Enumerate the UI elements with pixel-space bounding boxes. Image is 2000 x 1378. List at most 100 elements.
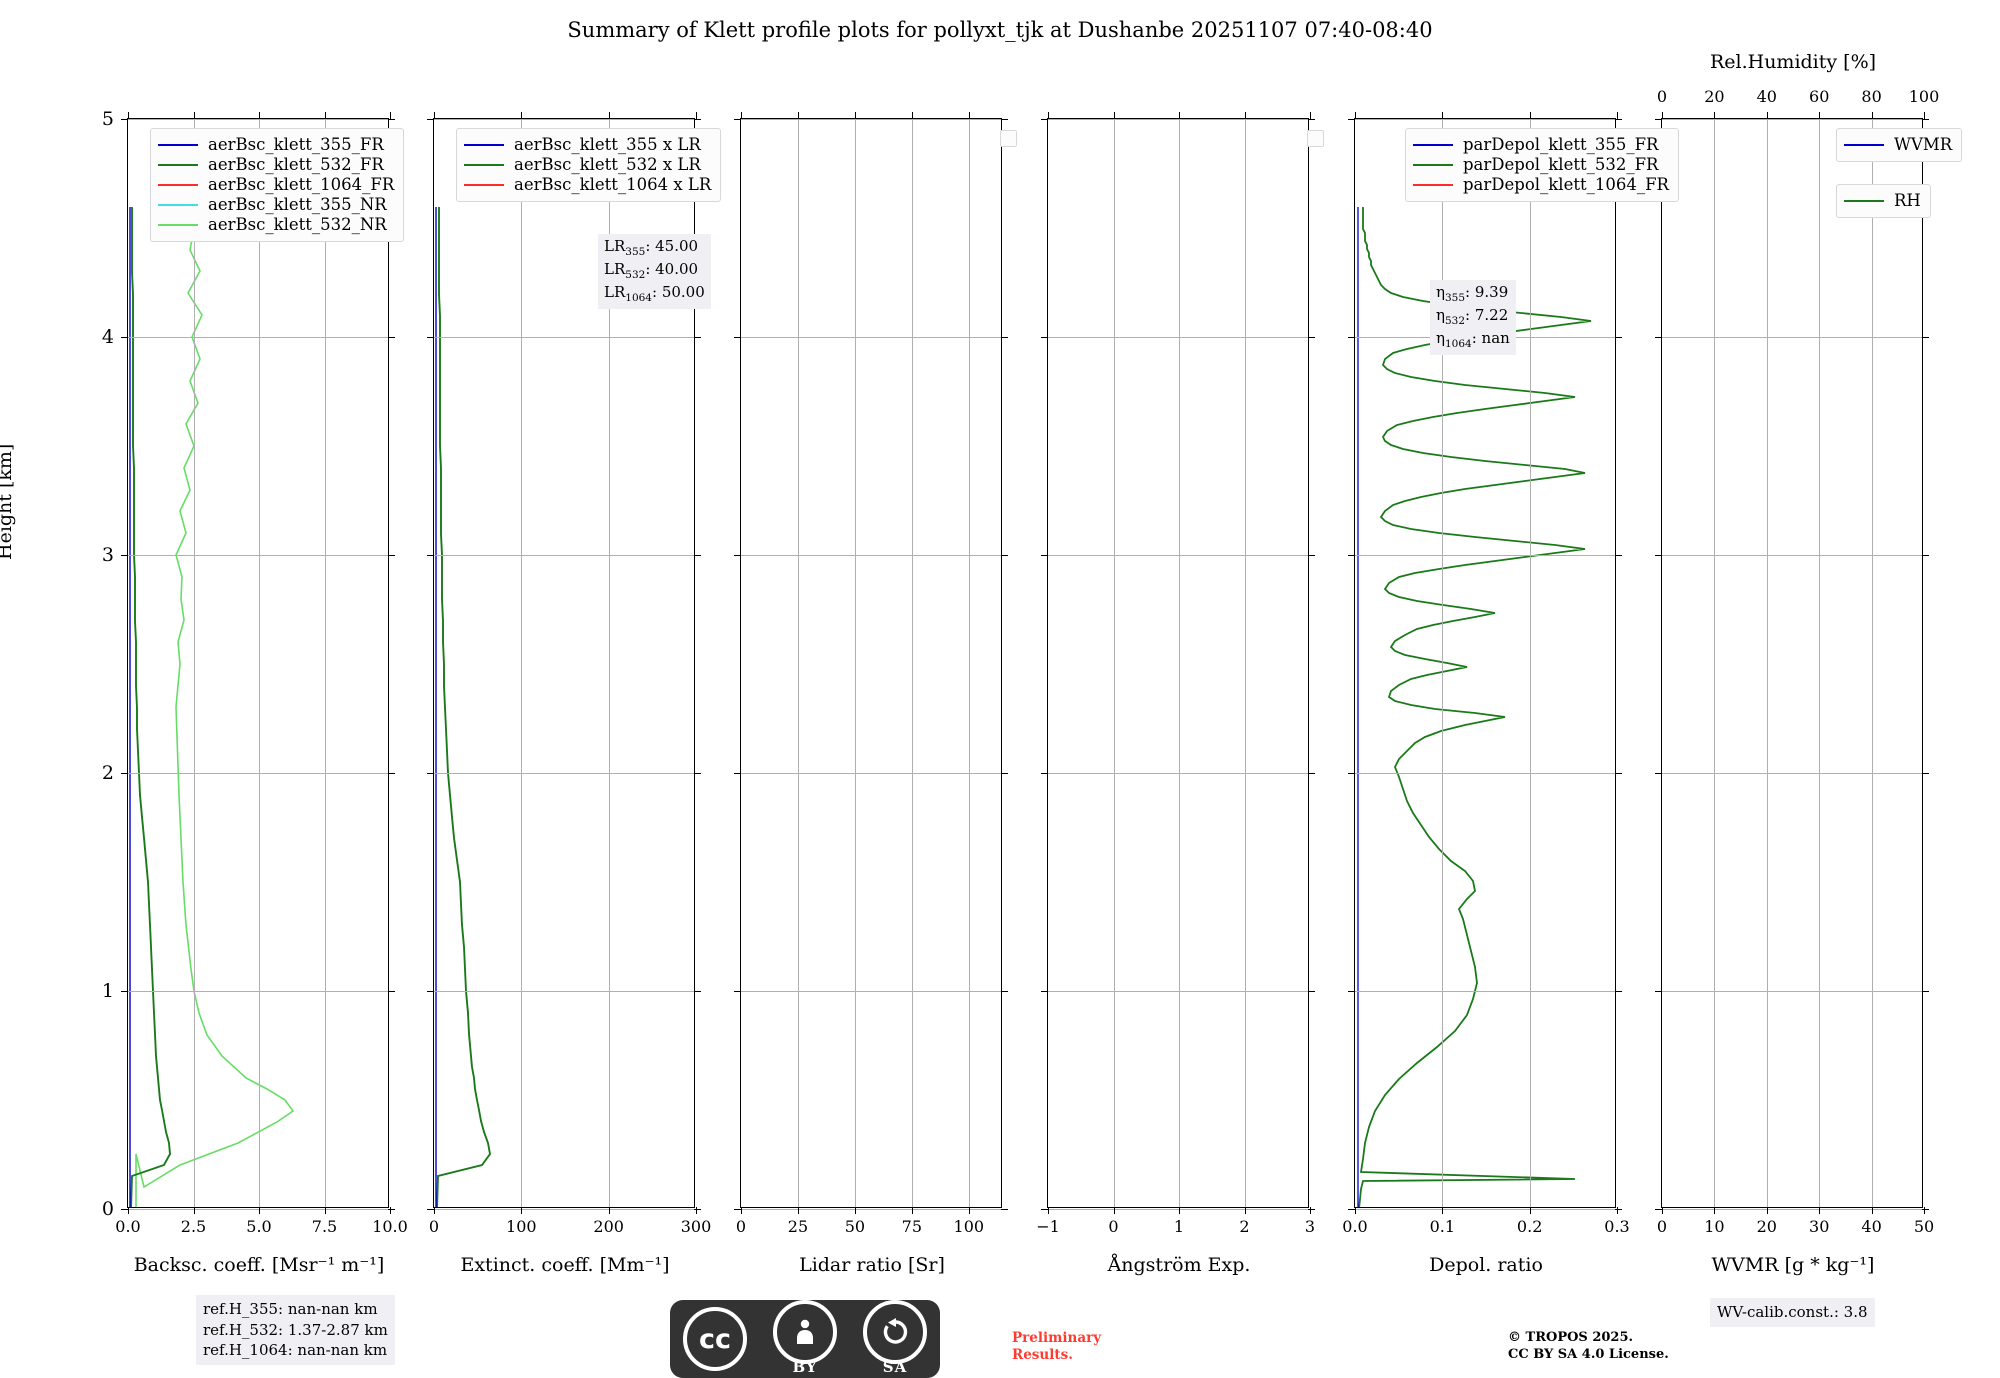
gridline-horizontal bbox=[1048, 773, 1308, 774]
y-tick bbox=[694, 555, 701, 556]
x-tick-top bbox=[1871, 112, 1873, 119]
legend-item[interactable]: aerBsc_klett_355 x LR bbox=[464, 135, 711, 155]
x-tick-label: 5.0 bbox=[246, 1217, 272, 1236]
x-tick-top bbox=[1048, 112, 1049, 119]
x-tick-top bbox=[1714, 112, 1716, 119]
y-tick bbox=[1001, 119, 1008, 120]
lr-1064-value: : 50.00 bbox=[652, 282, 705, 301]
legend-item[interactable]: aerBsc_klett_1064_FR bbox=[158, 175, 394, 195]
x-axis-label-top: Rel.Humidity [%] bbox=[1709, 51, 1877, 73]
gridline-vertical bbox=[1871, 119, 1873, 1207]
panel-wvmr-rh: 0 10 20 30 40 50 0 20 40 60 80 100 Rel.Humidity [%] W… bbox=[1655, 51, 1939, 1276]
legend-item[interactable]: aerBsc_klett_355_FR bbox=[158, 135, 394, 155]
x-tick bbox=[741, 1207, 742, 1214]
legend-label: aerBsc_klett_1064 x LR bbox=[514, 174, 712, 194]
legend-item[interactable]: WVMR bbox=[1844, 135, 1952, 155]
y-tick bbox=[388, 119, 395, 120]
x-tick bbox=[1924, 1207, 1925, 1214]
lr-355-label: LR bbox=[604, 237, 626, 255]
y-tick bbox=[388, 1209, 395, 1210]
y-tick bbox=[427, 773, 434, 774]
y-tick bbox=[694, 773, 701, 774]
x-tick bbox=[128, 1207, 129, 1214]
cc-license-badge[interactable]: cc BY SA bbox=[670, 1300, 940, 1378]
y-tick bbox=[1001, 337, 1008, 338]
x-tick-top bbox=[911, 112, 913, 119]
legend-line-swatch bbox=[158, 164, 198, 166]
gridline-horizontal bbox=[128, 1209, 388, 1210]
legend-item[interactable]: parDepol_klett_1064_FR bbox=[1413, 175, 1669, 195]
legend-item[interactable]: RH bbox=[1844, 191, 1921, 211]
x-tick-top bbox=[193, 112, 195, 119]
plot-area-extinction bbox=[434, 119, 694, 1207]
copyright-line-2: CC BY SA 4.0 License. bbox=[1508, 1346, 1669, 1362]
y-tick bbox=[121, 1209, 128, 1210]
y-tick bbox=[1348, 991, 1355, 992]
x-tick-label-top: 0 bbox=[1656, 87, 1668, 106]
x-tick-top bbox=[968, 112, 970, 119]
x-tick-top bbox=[1244, 112, 1246, 119]
y-tick bbox=[121, 773, 128, 774]
depol-curves bbox=[1357, 207, 1592, 1207]
y-tick bbox=[1655, 119, 1662, 120]
legend-lidar-ratio-empty[interactable] bbox=[1000, 130, 1017, 147]
y-tick bbox=[1922, 1209, 1929, 1210]
cc-icon: cc bbox=[683, 1307, 747, 1371]
preliminary-line-2: Results. bbox=[1012, 1346, 1073, 1363]
y-tick bbox=[1308, 991, 1315, 992]
panel-lidar-ratio: 0 25 50 75 100 Lidar ratio [Sr] bbox=[734, 112, 1008, 1276]
y-tick bbox=[1041, 1209, 1048, 1210]
ref-h-355: ref.H_355: nan-nan km bbox=[203, 1300, 378, 1318]
legend-line-swatch bbox=[158, 184, 198, 186]
y-tick bbox=[734, 773, 741, 774]
y-tick bbox=[1001, 1209, 1008, 1210]
x-tick bbox=[1310, 1207, 1311, 1214]
legend-backscatter[interactable]: aerBsc_klett_355_FR aerBsc_klett_532_FR ae… bbox=[150, 128, 405, 242]
y-tick bbox=[427, 119, 434, 120]
legend-item[interactable]: aerBsc_klett_355_NR bbox=[158, 195, 394, 215]
x-tick-label: 0.2 bbox=[1516, 1217, 1543, 1236]
ref-h-1064: ref.H_1064: nan-nan km bbox=[203, 1341, 388, 1360]
legend-item[interactable]: aerBsc_klett_532 x LR bbox=[464, 155, 711, 175]
gridline-horizontal bbox=[1662, 1209, 1922, 1210]
legend-wvmr[interactable]: WVMR bbox=[1836, 128, 1963, 162]
x-tick-top bbox=[608, 112, 610, 119]
gridline-horizontal bbox=[434, 555, 694, 556]
x-tick-top bbox=[1310, 112, 1311, 119]
legend-angstrom-empty[interactable] bbox=[1307, 130, 1324, 147]
legend-item[interactable]: parDepol_klett_355_FR bbox=[1413, 135, 1669, 155]
x-axis-label: Lidar ratio [Sr] bbox=[799, 1254, 945, 1276]
x-tick-top bbox=[741, 112, 742, 119]
y-tick bbox=[1041, 337, 1048, 338]
lr-532-value: : 40.00 bbox=[645, 259, 699, 278]
legend-label: aerBsc_klett_355 x LR bbox=[514, 134, 701, 154]
person-glyph bbox=[797, 1319, 813, 1344]
x-tick-label: 30 bbox=[1809, 1217, 1830, 1236]
x-axis-label: Backsc. coeff. [Msr⁻¹ m⁻¹] bbox=[133, 1254, 385, 1276]
lidar-ratio-annotation: LR355: 45.00 LR532: 40.00 LR1064: 50.00 bbox=[598, 234, 711, 309]
ref-h-532: ref.H_532: 1.37-2.87 km bbox=[203, 1320, 388, 1339]
legend-extinction[interactable]: aerBsc_klett_355 x LR aerBsc_klett_532 x … bbox=[456, 128, 722, 202]
lr-1064-label: LR bbox=[604, 282, 626, 301]
legend-line-swatch bbox=[1844, 200, 1884, 202]
cc-mark-text: cc bbox=[698, 1323, 731, 1355]
y-tick bbox=[1922, 773, 1929, 774]
y-tick bbox=[1922, 119, 1929, 120]
y-tick bbox=[1655, 773, 1662, 774]
eta-532-value: : 7.22 bbox=[1465, 305, 1509, 324]
legend-line-swatch bbox=[1413, 184, 1453, 186]
legend-item[interactable]: parDepol_klett_532_FR bbox=[1413, 155, 1669, 175]
x-tick-top bbox=[1529, 112, 1531, 119]
x-tick-label: 1 bbox=[1173, 1217, 1185, 1236]
eta-1064-value: : nan bbox=[1471, 328, 1510, 347]
legend-item[interactable]: aerBsc_klett_532_FR bbox=[158, 155, 394, 175]
legend-item[interactable]: aerBsc_klett_532_NR bbox=[158, 215, 394, 235]
y-tick bbox=[1922, 555, 1929, 556]
legend-rh[interactable]: RH bbox=[1836, 184, 1931, 218]
y-tick bbox=[734, 991, 741, 992]
legend-item[interactable]: aerBsc_klett_1064 x LR bbox=[464, 175, 711, 195]
y-tick bbox=[121, 991, 128, 992]
y-tick bbox=[1348, 337, 1355, 338]
x-tick bbox=[1113, 1207, 1115, 1214]
legend-depol-ratio[interactable]: parDepol_klett_355_FR parDepol_klett_532_… bbox=[1405, 128, 1679, 202]
